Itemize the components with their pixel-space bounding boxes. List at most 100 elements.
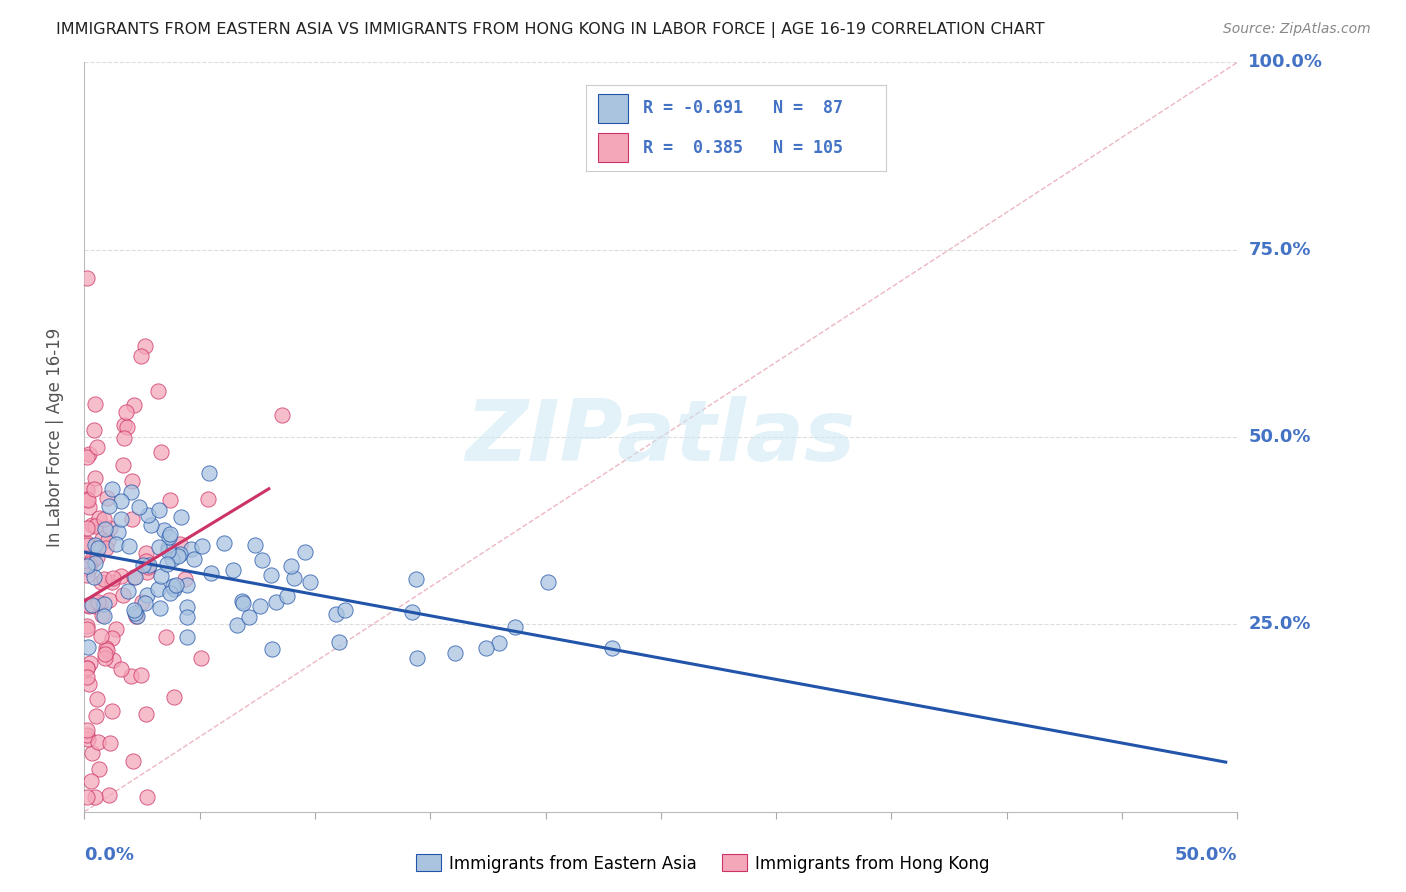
Point (335, 603, 357, 617)
Point (197, 467, 219, 481)
Text: IMMIGRANTS FROM EASTERN ASIA VS IMMIGRANTS FROM HONG KONG IN LABOR FORCE | AGE 1: IMMIGRANTS FROM EASTERN ASIA VS IMMIGRAN… (56, 22, 1045, 38)
Point (86, 691, 108, 706)
Point (118, 539, 141, 553)
Point (76, 271, 98, 285)
Point (121, 512, 143, 526)
Point (77, 677, 100, 691)
Point (405, 650, 427, 665)
Point (110, 663, 132, 677)
Point (98, 593, 121, 607)
Legend: Immigrants from Eastern Asia, Immigrants from Hong Kong: Immigrants from Eastern Asia, Immigrants… (409, 847, 997, 880)
Point (537, 575, 560, 590)
Point (221, 563, 243, 577)
Point (166, 549, 188, 564)
Text: 50.0%: 50.0% (1175, 847, 1237, 864)
Text: 100.0%: 100.0% (1249, 54, 1323, 71)
Point (135, 546, 157, 560)
Point (149, 601, 172, 615)
Point (155, 557, 177, 571)
Point (294, 545, 316, 559)
Point (176, 610, 198, 624)
Point (129, 349, 152, 363)
Point (190, 651, 212, 665)
Point (101, 704, 124, 718)
Point (176, 600, 198, 615)
Point (105, 536, 128, 550)
Point (110, 512, 132, 526)
Point (112, 417, 135, 432)
Point (83, 423, 105, 437)
Point (134, 595, 156, 609)
Point (101, 571, 124, 585)
Point (120, 669, 142, 683)
Text: Source: ZipAtlas.com: Source: ZipAtlas.com (1223, 22, 1371, 37)
Point (94, 641, 117, 656)
Point (76, 538, 98, 552)
Point (163, 690, 186, 704)
Point (94, 651, 117, 665)
Point (112, 458, 135, 473)
Point (76, 670, 98, 684)
Point (150, 569, 173, 583)
Point (101, 483, 124, 497)
Point (83, 570, 105, 584)
Point (283, 571, 305, 585)
Point (82, 746, 104, 760)
Point (159, 526, 181, 541)
Point (77, 500, 100, 514)
Point (79, 599, 101, 613)
Point (87, 541, 110, 555)
Point (401, 605, 423, 619)
Point (191, 539, 214, 553)
Y-axis label: In Labor Force | Age 16-19: In Labor Force | Age 16-19 (45, 327, 63, 547)
Point (93, 597, 115, 611)
Point (110, 494, 132, 508)
Point (76, 727, 98, 741)
Point (169, 537, 191, 551)
Point (135, 706, 157, 721)
Point (276, 590, 298, 604)
Point (93, 522, 115, 536)
Point (125, 609, 148, 624)
Point (101, 574, 124, 589)
Point (96, 491, 118, 505)
Point (112, 431, 135, 445)
Point (163, 582, 186, 597)
Point (76, 568, 98, 582)
Point (83, 482, 105, 496)
Point (176, 578, 198, 592)
Point (117, 583, 139, 598)
Point (125, 608, 148, 623)
Point (76, 559, 98, 574)
Point (231, 593, 253, 607)
Point (112, 589, 135, 603)
Point (121, 474, 143, 488)
Text: 50.0%: 50.0% (1249, 428, 1310, 446)
Point (250, 553, 273, 567)
Point (84, 789, 107, 804)
Point (260, 642, 283, 657)
Point (80, 774, 103, 789)
Point (124, 569, 146, 583)
Point (122, 570, 145, 584)
Point (146, 582, 169, 596)
Point (76, 661, 98, 675)
Point (157, 530, 180, 544)
Point (115, 420, 138, 434)
Point (77, 447, 100, 461)
Point (79, 657, 101, 671)
Point (122, 754, 145, 768)
Point (183, 552, 205, 566)
Point (280, 558, 302, 573)
Point (266, 595, 288, 609)
Point (249, 599, 271, 613)
Point (84, 538, 107, 552)
Point (90, 532, 112, 546)
Point (180, 541, 202, 556)
Point (94, 541, 117, 556)
Point (77, 562, 100, 576)
Text: ZIPatlas: ZIPatlas (465, 395, 856, 479)
Point (135, 565, 157, 579)
Point (87, 762, 110, 776)
Point (76, 491, 98, 506)
